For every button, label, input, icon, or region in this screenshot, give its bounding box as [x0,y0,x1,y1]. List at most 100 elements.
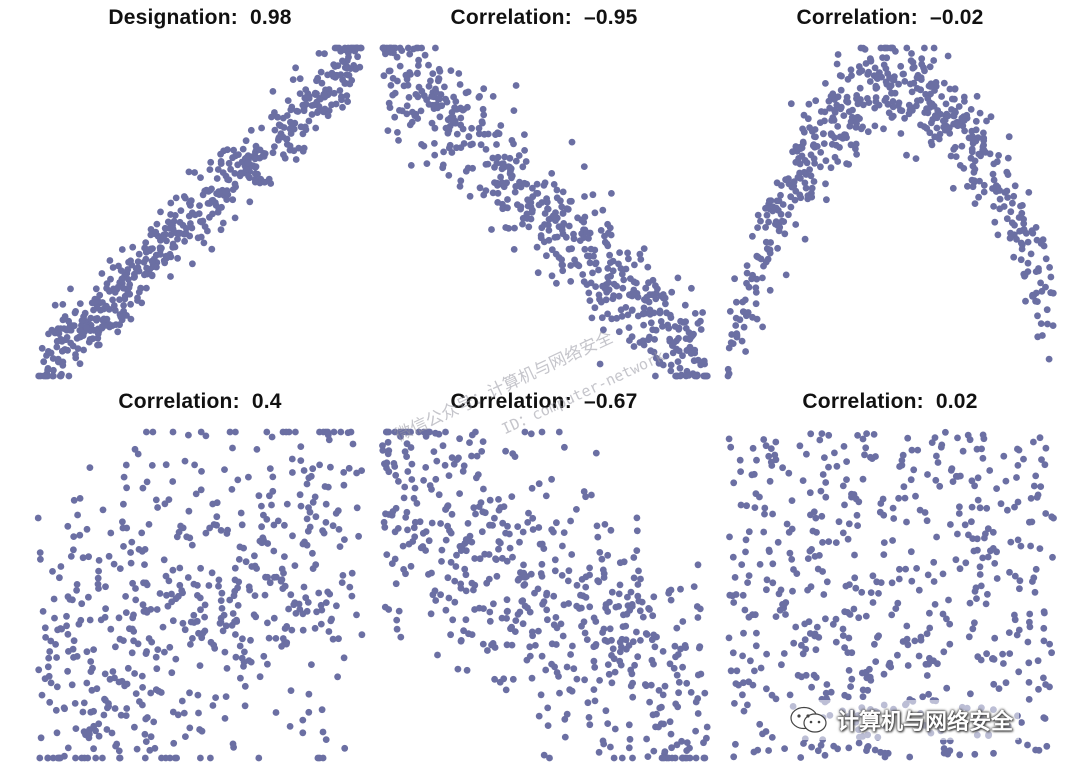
data-point [845,520,853,528]
data-point [633,628,640,636]
data-point [147,689,155,697]
data-point [990,655,998,663]
data-point [739,652,746,660]
data-point [932,476,940,484]
data-point [439,161,447,169]
data-point [445,472,453,479]
data-point [486,617,494,625]
data-point [918,55,926,63]
data-point [1015,668,1023,676]
data-point [533,243,541,251]
data-point [499,519,507,527]
data-point [1032,472,1040,480]
data-point [42,634,49,641]
data-point [582,493,589,501]
data-point [909,106,916,114]
data-point [202,432,210,440]
data-point [601,232,608,240]
data-point [971,750,979,758]
data-point [465,133,473,140]
data-point [602,296,610,304]
data-point [548,475,555,483]
data-point [156,590,164,597]
data-point [915,586,923,594]
data-point [1011,503,1018,511]
data-point [930,57,938,64]
data-point [98,270,106,277]
data-point [827,164,835,172]
data-point [403,508,411,516]
data-point [1004,194,1011,201]
data-point [201,601,209,609]
data-point [455,454,462,462]
data-point [208,185,215,193]
data-point [644,263,652,271]
data-point [535,712,543,720]
data-point [415,428,423,436]
data-point [616,657,624,665]
data-point [844,535,852,543]
data-point [119,518,126,526]
data-point [248,563,256,570]
data-point [963,111,971,119]
data-point [627,682,635,690]
data-point [516,538,523,546]
data-point [861,451,868,459]
data-point [213,499,221,507]
data-point [600,326,607,334]
data-point [964,182,971,190]
data-point [324,112,332,120]
data-point [429,70,437,77]
data-point [303,515,311,523]
data-point [556,689,563,697]
data-point [1034,312,1041,320]
data-point [268,501,275,509]
data-point [769,510,776,518]
data-point [667,367,675,375]
data-point [438,558,445,565]
data-point [699,309,706,316]
data-point [649,612,657,620]
data-point [858,588,866,596]
data-point [972,117,980,125]
data-point [70,637,78,645]
data-point [620,276,628,284]
data-point [182,733,189,740]
data-point [124,266,132,273]
data-point [290,147,298,155]
data-point [322,500,330,508]
data-point [917,96,924,104]
data-point [92,754,100,762]
data-point [480,485,487,493]
data-point [803,159,811,167]
data-point [776,606,784,614]
data-point [218,589,226,597]
data-point [1007,538,1015,546]
data-point [976,504,984,512]
data-point [871,640,878,648]
data-point [383,459,391,467]
data-point [112,742,119,750]
data-point [1035,685,1042,693]
data-point [661,748,669,755]
data-point [489,93,497,100]
data-point [1044,320,1051,328]
wechat-icon [790,706,827,733]
data-point [550,181,558,188]
data-point [753,629,760,637]
data-point [544,205,552,213]
data-point [1000,660,1007,667]
data-point [864,686,872,694]
data-point [70,533,78,540]
data-point [994,231,1002,239]
data-point [533,189,540,197]
data-point [327,617,335,625]
data-point [72,754,79,762]
data-point [961,521,969,529]
data-point [1018,719,1025,726]
data-point [456,81,464,88]
data-point [401,448,409,455]
data-point [129,614,137,622]
scatter-plot-2 [379,44,711,380]
